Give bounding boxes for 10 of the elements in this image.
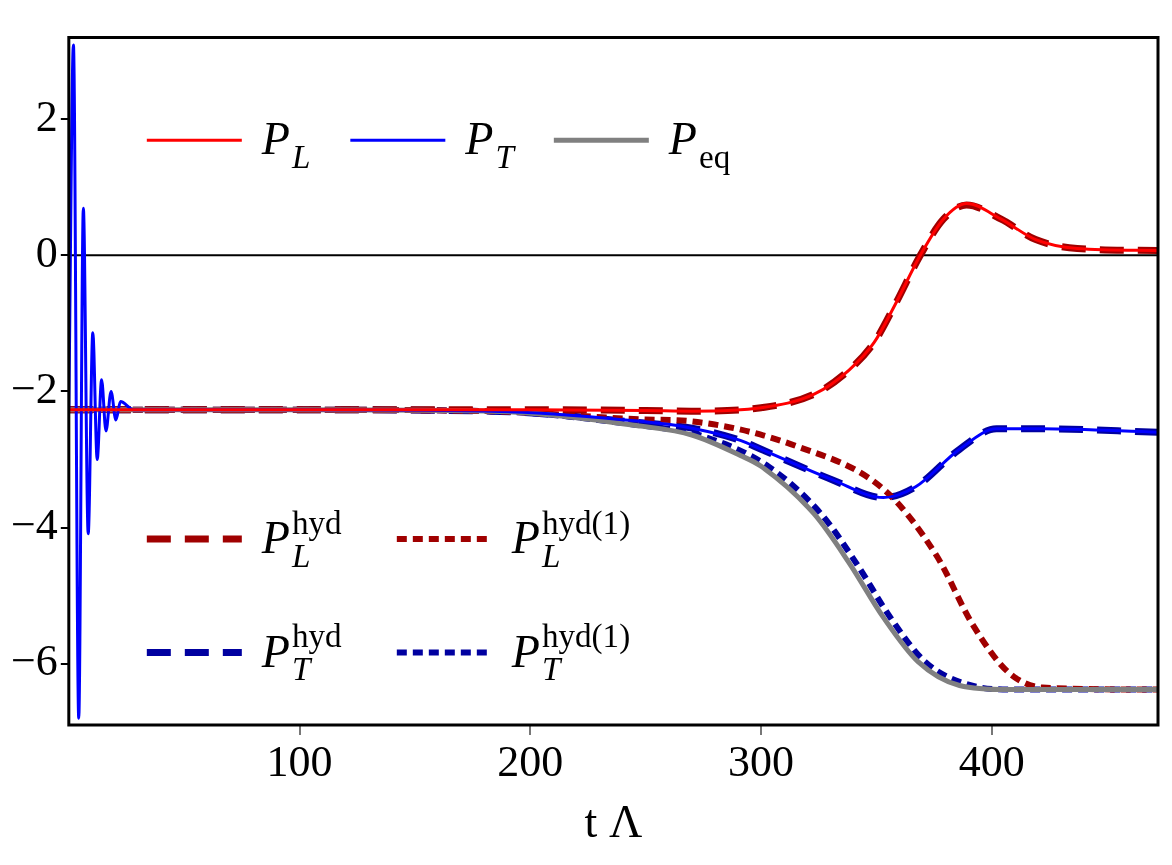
y-tick-label: 0 [35, 227, 58, 277]
x-tick-label: 100 [266, 736, 333, 786]
y-tick-label: −6 [10, 636, 58, 686]
x-tick-label: 400 [958, 736, 1025, 786]
x-axis-title: t Λ [584, 796, 643, 848]
y-tick-label: −2 [10, 363, 58, 413]
y-tick-label: −4 [10, 500, 58, 550]
x-tick-label: 200 [497, 736, 564, 786]
x-tick-label: 300 [728, 736, 795, 786]
y-tick-label: 2 [35, 91, 58, 141]
